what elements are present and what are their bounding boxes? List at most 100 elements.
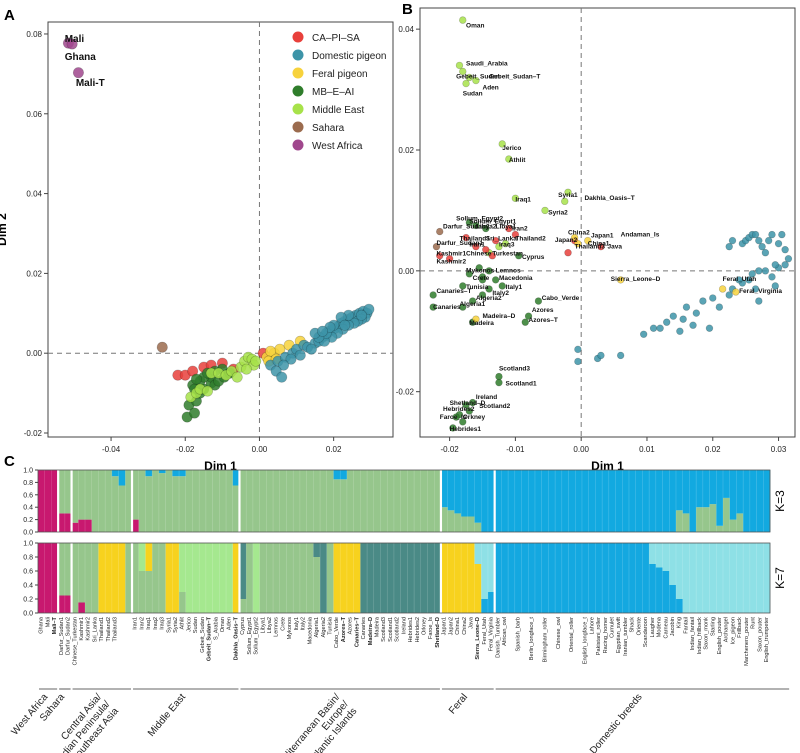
admixture-bar-segment <box>575 543 583 613</box>
admixture-bar-segment <box>179 470 187 477</box>
data-point <box>597 351 605 360</box>
sample-label: Oriental_roller <box>569 617 575 652</box>
admixture-bar-segment <box>467 516 475 532</box>
sample-label: Starling <box>710 617 716 636</box>
admixture-bar-segment <box>541 470 549 532</box>
sample-label: Feral_Utah <box>482 617 488 645</box>
group-label: Feral <box>447 692 470 717</box>
x-tick-label: -0.02 <box>440 445 459 454</box>
admixture-bar-segment <box>400 543 408 613</box>
data-point <box>715 303 724 311</box>
admixture-bar-segment <box>581 470 589 532</box>
data-point <box>669 312 677 320</box>
data-point <box>495 242 503 251</box>
sample-label: Runt <box>751 617 757 629</box>
admixture-bar-segment <box>743 470 751 532</box>
sample-label: Libya2 <box>267 617 273 633</box>
admixture-bar-segment <box>306 543 314 613</box>
admixture-bar-segment <box>266 543 274 613</box>
admixture-bar-segment <box>58 470 66 514</box>
admixture-bar-segment <box>111 470 119 477</box>
admixture-bar-segment <box>608 543 616 613</box>
point-label: Madeira–D <box>483 313 516 320</box>
admixture-bar-segment <box>548 543 556 613</box>
data-point <box>570 233 579 242</box>
admixture-bar-segment <box>205 543 213 613</box>
admixture-bar-segment <box>649 564 657 613</box>
y-tick-label: 0.06 <box>26 110 42 119</box>
sample-label: Ireland <box>401 617 407 634</box>
legend-label: Domestic pigeon <box>312 51 386 62</box>
data-point <box>436 252 444 260</box>
admixture-bar-segment <box>481 470 489 532</box>
admixture-bar-segment <box>454 470 462 514</box>
point-label: Sri_Lanka <box>486 236 517 243</box>
data-point <box>482 245 490 254</box>
data-point <box>462 401 470 409</box>
point-label: Azores <box>532 307 554 314</box>
sample-label: Algeria1 <box>314 617 320 638</box>
admixture-bar-segment <box>521 543 529 613</box>
sample-label: Danish_Tumbler <box>495 617 501 658</box>
data-point <box>445 255 454 263</box>
sample-label: Canaries–T <box>354 616 360 647</box>
admixture-bar-segment <box>44 470 52 532</box>
admixture-bar-segment <box>306 470 314 532</box>
admixture-bar-segment <box>313 470 321 532</box>
data-point <box>72 67 84 79</box>
admixture-bar-segment <box>722 470 731 498</box>
data-point <box>505 155 513 163</box>
admixture-bar-segment <box>655 543 663 568</box>
data-point <box>462 233 470 242</box>
sample-label: Berlin_longface_t <box>529 617 535 661</box>
admixture-bar-segment <box>219 543 227 613</box>
admixture-bar-segment <box>440 507 448 532</box>
admixture-bar-segment <box>246 470 254 532</box>
sample-label: Iraq3 <box>160 617 166 630</box>
data-point <box>725 242 733 251</box>
admixture-bar-segment <box>709 504 717 532</box>
data-point <box>452 413 460 421</box>
admixture-bar-segment <box>682 470 690 514</box>
data-point <box>682 303 691 311</box>
sample-label: China1 <box>455 617 461 635</box>
admixture-bar-segment <box>279 543 287 613</box>
point-label: Iraq1 <box>515 196 531 203</box>
data-point <box>709 294 717 302</box>
admixture-bar-segment <box>85 470 93 520</box>
sample-label: Birmingham_roller <box>542 617 548 663</box>
sample-label: Japan1 <box>442 617 448 635</box>
sample-label: Lemnos <box>274 617 280 637</box>
legend-label: West Africa <box>312 141 363 152</box>
point-label: Ghana <box>65 52 97 63</box>
sample-label: Madeira <box>374 616 380 637</box>
admixture-bar-segment <box>662 571 670 613</box>
sample-label: Archangel <box>724 617 730 642</box>
data-point <box>429 291 437 299</box>
point-label: Java <box>608 243 623 250</box>
point-label: Canaries–T <box>436 288 471 295</box>
admixture-bar-segment <box>682 543 690 613</box>
sample-label: Mali–T <box>52 616 58 634</box>
data-point <box>156 341 168 353</box>
admixture-bar-segment <box>420 543 428 613</box>
legend-swatch <box>292 49 304 61</box>
point-label: Thailand3 <box>575 243 606 250</box>
admixture-bar-segment <box>481 543 489 599</box>
y-tick-label: 0.4 <box>23 583 33 590</box>
admixture-bar-segment <box>461 543 469 613</box>
admixture-bar-segment <box>514 543 522 613</box>
legend-swatch <box>292 85 304 97</box>
admixture-bar-segment <box>387 543 395 613</box>
data-point <box>317 325 329 337</box>
data-point <box>478 291 487 299</box>
sample-label: Iraq1 <box>146 617 152 630</box>
admixture-bar-segment <box>675 599 683 613</box>
admixture-bar-segment <box>172 476 180 532</box>
sample-label: Sri_Lanka <box>92 616 98 642</box>
admixture-bar-segment <box>528 470 536 532</box>
data-point <box>735 276 743 284</box>
admixture-bar-segment <box>407 543 415 613</box>
admixture-bar-segment <box>158 543 166 613</box>
